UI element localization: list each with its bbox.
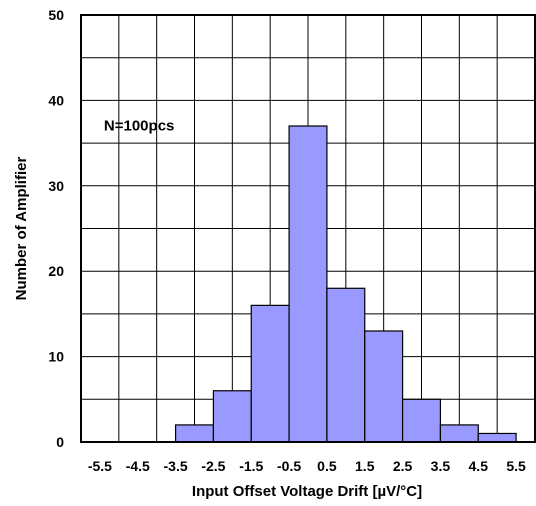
- x-axis-title: Input Offset Voltage Drift [µV/°C]: [192, 483, 422, 500]
- x-tick-label: 0.5: [317, 458, 337, 474]
- histogram-bar: [364, 330, 404, 443]
- y-tick-label: 20: [48, 263, 64, 279]
- x-tick-label: -4.5: [126, 458, 150, 474]
- sample-size-annotation: N=100pcs: [104, 117, 174, 134]
- y-tick-label: 40: [48, 92, 64, 108]
- histogram-bar: [439, 424, 479, 443]
- x-tick-label: 4.5: [469, 458, 489, 474]
- y-tick-label: 10: [48, 349, 64, 365]
- histogram-bar: [212, 390, 252, 443]
- x-tick-label: -5.5: [88, 458, 112, 474]
- x-tick-label: 3.5: [431, 458, 451, 474]
- histogram-bar: [288, 125, 328, 443]
- x-tick-label: -2.5: [201, 458, 225, 474]
- x-tick-label: 2.5: [393, 458, 413, 474]
- x-tick-labels: -5.5 -4.5 -3.5 -2.5 -1.5 -0.5 0.5 1.5 2.5 3.5 4.5 5…: [88, 458, 526, 474]
- histogram-bar: [401, 398, 442, 443]
- x-tick-label: 5.5: [506, 458, 526, 474]
- y-tick-label: 50: [48, 7, 64, 23]
- histogram-bar: [174, 424, 215, 443]
- y-tick-label: 0: [56, 434, 64, 450]
- x-tick-label: -0.5: [277, 458, 301, 474]
- histogram-bar: [250, 304, 290, 443]
- x-tick-label: 1.5: [355, 458, 375, 474]
- plot-frame: [80, 14, 536, 443]
- y-axis-title: Number of Amplifier: [13, 157, 30, 301]
- y-tick-labels: 0 10 20 30 40 50: [48, 7, 64, 450]
- histogram-bar: [477, 432, 517, 443]
- y-tick-label: 30: [48, 178, 64, 194]
- x-tick-label: -3.5: [164, 458, 188, 474]
- histogram-bar: [326, 287, 366, 443]
- x-tick-label: -1.5: [239, 458, 263, 474]
